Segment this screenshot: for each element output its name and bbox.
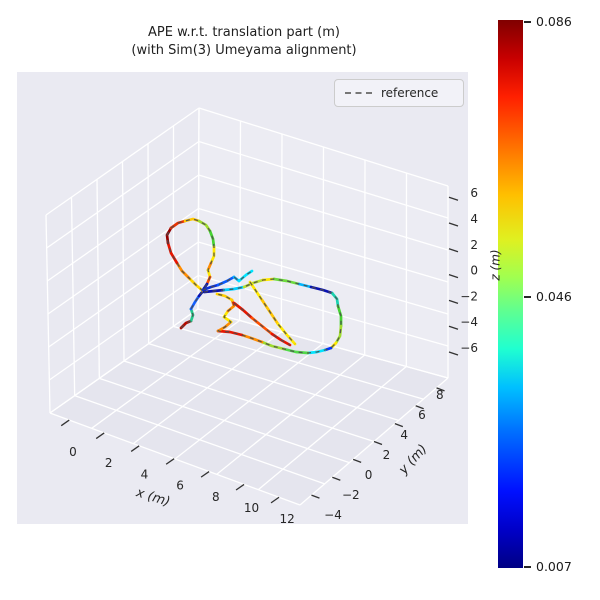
colorbar-label-mid: 0.046 <box>536 289 572 304</box>
y-tick-mark <box>311 494 320 499</box>
y-tick-label: −4 <box>324 508 342 522</box>
pane-left-wall <box>46 108 199 413</box>
z-tick-mark <box>448 196 459 201</box>
x-tick-label: 4 <box>141 467 149 481</box>
pane-floor <box>50 309 448 505</box>
x-tick-label: 6 <box>176 479 184 493</box>
reference-dashed-line-sample <box>345 92 372 94</box>
x-tick-mark <box>60 419 70 427</box>
gridline-left-wall <box>45 107 200 216</box>
z-tick-mark <box>448 248 459 253</box>
x-tick-mark <box>95 432 105 440</box>
colorbar-tick-max <box>524 21 531 23</box>
z-tick-label: 6 <box>470 186 478 200</box>
z-tick-mark <box>448 299 459 305</box>
x-tick-label: 2 <box>105 456 113 470</box>
trajectory-segment <box>166 241 179 265</box>
colorbar-tick-min <box>524 566 531 568</box>
z-tick-mark <box>448 325 459 330</box>
trajectory-segment <box>260 340 286 351</box>
colorbar-label-max: 0.086 <box>536 14 572 29</box>
chart-title: APE w.r.t. translation part (m) (with Si… <box>0 24 488 60</box>
z-tick-mark <box>448 273 459 279</box>
gridline-left-wall <box>46 140 200 249</box>
gridline-right-wall <box>198 140 449 219</box>
x-tick-label: 8 <box>212 490 220 504</box>
z-tick-label: 0 <box>470 264 478 278</box>
y-tick-label: 4 <box>400 428 408 442</box>
x-tick-label: 10 <box>244 501 259 515</box>
y-tick-label: 6 <box>418 408 426 422</box>
reference-dashed-path <box>233 302 291 346</box>
chart-title-line1: APE w.r.t. translation part (m) <box>148 25 340 40</box>
gridline-floor <box>197 308 449 379</box>
trajectory-segment <box>216 329 244 337</box>
gridline-right-wall <box>198 107 449 187</box>
z-tick-label: −2 <box>460 289 478 303</box>
colorbar-label-min: 0.007 <box>536 559 572 574</box>
z-tick-label: −6 <box>460 341 478 355</box>
z-tick-label: −4 <box>460 315 478 329</box>
colorbar-tick-mid <box>524 296 531 298</box>
x-tick-mark <box>200 471 210 478</box>
y-tick-label: 0 <box>365 468 373 482</box>
y-tick-label: −2 <box>342 488 360 502</box>
z-tick-mark <box>448 351 459 356</box>
z-axis-label: z (m) <box>488 249 503 281</box>
x-axis-label: x (m) <box>133 485 171 510</box>
x-tick-mark <box>270 496 280 504</box>
x-tick-mark <box>235 483 245 491</box>
chart-title-line2: (with Sim(3) Umeyama alignment) <box>131 43 357 58</box>
y-tick-mark <box>352 458 362 463</box>
y-axis-label: y (m) <box>396 442 431 479</box>
y-tick-mark <box>415 405 424 410</box>
y-tick-label: 8 <box>436 388 444 402</box>
y-tick-label: 2 <box>383 448 391 462</box>
y-tick-mark <box>394 423 404 428</box>
legend-box: reference <box>334 79 464 107</box>
x-tick-mark <box>165 458 175 465</box>
reference-dashed-path <box>166 218 215 292</box>
gridline-left-wall <box>147 143 150 344</box>
y-tick-mark <box>436 387 445 392</box>
x-tick-label: 12 <box>280 512 295 526</box>
z-tick-label: 4 <box>470 212 478 226</box>
colorbar <box>498 20 523 568</box>
y-tick-mark <box>373 440 383 446</box>
x-tick-label: 0 <box>69 445 77 459</box>
reference-dashed-path <box>249 281 296 345</box>
legend-label-reference: reference <box>381 86 439 100</box>
trajectory-segment <box>276 322 297 346</box>
z-tick-mark <box>448 222 459 227</box>
reference-dashed-path <box>202 270 253 291</box>
z-tick-label: 2 <box>470 238 478 252</box>
x-tick-mark <box>130 445 140 452</box>
trajectory-segment <box>272 277 301 286</box>
trajectory-segment <box>282 347 310 355</box>
y-tick-mark <box>332 476 341 481</box>
gridline-floor <box>257 366 407 491</box>
